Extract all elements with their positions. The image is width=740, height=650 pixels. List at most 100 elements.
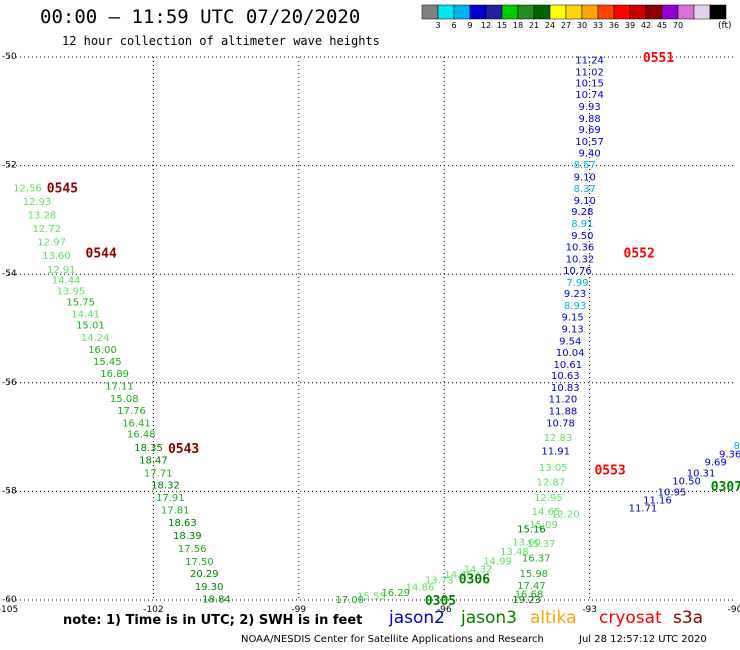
data-point-jason2: 11.24 — [575, 56, 604, 67]
data-point-jason3: 14.65 — [532, 507, 561, 518]
data-point-jason2: 11.91 — [541, 447, 570, 458]
data-point-jason2: 8.37 — [574, 184, 596, 195]
colorbar-tick: 70 — [673, 21, 683, 30]
time-label: 0545 — [47, 181, 78, 196]
colorbar-swatch — [661, 4, 679, 20]
data-point-s3a: 8.92 — [734, 441, 740, 452]
x-tick-label: -102 — [143, 605, 163, 615]
colorbar-swatch — [533, 4, 551, 20]
data-point-jason3: 16.89 — [100, 369, 129, 380]
footer-timestamp: Jul 28 12:57:12 UTC 2020 — [579, 634, 707, 645]
legend-altika: altika — [530, 608, 577, 628]
data-point-jason2: 10.32 — [566, 254, 595, 265]
data-point-jason3: 13.60 — [512, 537, 541, 548]
data-point-jason3: 16.29 — [381, 588, 410, 599]
colorbar-swatch — [677, 4, 695, 20]
data-point-jason2: 10.57 — [575, 137, 604, 148]
data-point-jason2: 10.83 — [551, 383, 580, 394]
time-label: 0305 — [425, 594, 456, 609]
data-point-jason3: 12.20 — [551, 510, 580, 521]
data-point-jason2: 11.16 — [643, 496, 672, 507]
colorbar-tick: 18 — [513, 21, 523, 30]
data-point-jason2: 9.10 — [574, 196, 596, 207]
colorbar-tick: 30 — [577, 21, 587, 30]
data-point-jason2: 8.57 — [574, 160, 596, 171]
data-point-jason3: 15.37 — [527, 539, 556, 550]
data-point-jason3: 14.32 — [464, 565, 493, 576]
data-point-jason3: 16.68 — [515, 589, 544, 600]
colorbar-tick: 15 — [497, 21, 507, 30]
data-point-jason3: 12.72 — [32, 224, 61, 235]
footer-credit: NOAA/NESDIS Center for Satellite Applica… — [241, 634, 544, 645]
y-tick-label: -54 — [2, 269, 17, 279]
data-point-jason3: 15.16 — [517, 524, 546, 535]
data-point-jason3: 19.23 — [512, 595, 541, 606]
data-point-jason3: 19.30 — [195, 582, 224, 593]
colorbar-swatch — [645, 4, 663, 20]
x-tick-label: -99 — [291, 605, 306, 615]
data-point-jason3: 13.73 — [425, 575, 454, 586]
data-point-jason3: 14.45 — [444, 570, 473, 581]
colorbar-tick: 9 — [467, 21, 472, 30]
y-tick-label: -58 — [2, 486, 17, 496]
colorbar-tick: 36 — [609, 21, 619, 30]
data-point-jason3: 18.63 — [168, 518, 197, 529]
colorbar-swatch — [485, 4, 503, 20]
colorbar-tick: 24 — [545, 21, 555, 30]
time-label: 0543 — [168, 442, 199, 457]
data-point-jason2: 11.88 — [549, 406, 578, 417]
chart-title: 00:00 – 11:59 UTC 07/20/2020 — [40, 6, 361, 28]
time-label: 0553 — [594, 464, 625, 479]
data-point-jason2: 9.28 — [571, 207, 593, 218]
chart-subtitle: 12 hour collection of altimeter wave hei… — [62, 34, 380, 48]
data-point-jason2: 10.31 — [687, 468, 716, 479]
colorbar-swatch — [453, 4, 471, 20]
data-point-jason2: 9.50 — [571, 231, 593, 242]
data-point-jason3: 13.60 — [42, 251, 71, 262]
data-point-jason3: 17.11 — [105, 382, 134, 393]
x-tick-label: -90 — [728, 605, 740, 615]
data-point-jason2: 10.95 — [658, 487, 687, 498]
colorbar-swatch — [517, 4, 535, 20]
data-point-jason2: 9.10 — [574, 172, 596, 183]
colorbar-swatch — [597, 4, 615, 20]
data-point-jason2: 10.78 — [546, 418, 575, 429]
data-point-jason3: 15.01 — [76, 321, 105, 332]
colorbar-tick: 21 — [529, 21, 539, 30]
data-point-jason3: 14.41 — [71, 309, 100, 320]
colorbar-tick: 12 — [481, 21, 491, 30]
data-point-jason3: 17.76 — [117, 406, 146, 417]
data-point-jason3: 17.56 — [178, 544, 207, 555]
data-point-jason2: 9.93 — [578, 102, 600, 113]
data-point-jason3: 12.56 — [13, 183, 42, 194]
colorbar-tick: 3 — [435, 21, 440, 30]
y-tick-label: -60 — [2, 595, 17, 605]
data-point-jason2: 10.36 — [566, 243, 595, 254]
data-point-jason2: 10.74 — [575, 90, 604, 101]
data-point-jason3: 17.00 — [335, 595, 364, 606]
data-point-jason2: 10.50 — [672, 477, 701, 488]
colorbar-swatch — [565, 4, 583, 20]
y-tick-label: -50 — [2, 52, 17, 62]
colorbar-swatch — [581, 4, 599, 20]
data-point-jason3: 17.50 — [185, 557, 214, 568]
colorbar-unit: (ft) — [718, 21, 732, 31]
x-tick-label: -96 — [437, 605, 452, 615]
data-point-jason3: 15.08 — [110, 394, 139, 405]
data-point-jason2: 9.40 — [578, 149, 600, 160]
x-tick-label: -93 — [582, 605, 597, 615]
data-point-jason2: 9.54 — [559, 336, 581, 347]
data-point-jason3: 13.28 — [28, 210, 57, 221]
data-point-jason2: 11.02 — [575, 68, 604, 79]
data-point-jason3: 14.44 — [52, 276, 81, 287]
footer-note: note: 1) Time is in UTC; 2) SWH is in fe… — [63, 613, 363, 628]
time-label: 0551 — [643, 51, 674, 66]
data-point-jason3: 16.37 — [522, 554, 551, 565]
y-tick-label: -56 — [2, 378, 17, 388]
data-point-jason3: 13.05 — [539, 463, 568, 474]
data-point-jason3: 12.91 — [47, 265, 76, 276]
colorbar-swatch — [437, 4, 455, 20]
data-point-jason2: 7.99 — [566, 278, 588, 289]
data-point-jason3: 17.71 — [144, 468, 173, 479]
